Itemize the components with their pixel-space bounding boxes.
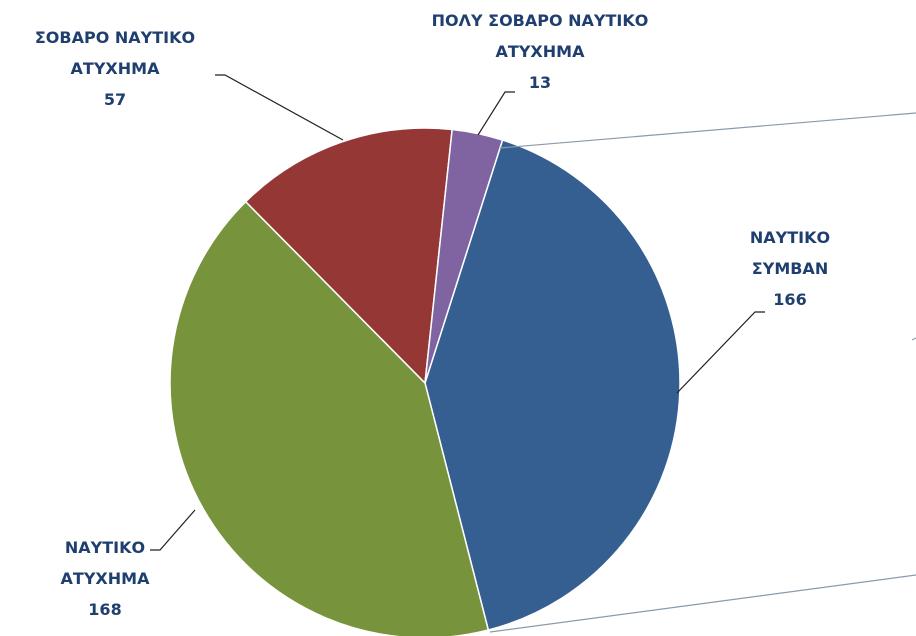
data-label: ΝΑΥΤΙΚΟ ΣΥΜΒΑΝ 166 bbox=[735, 222, 845, 315]
connector bbox=[489, 574, 916, 633]
data-label: ΝΑΥΤΙΚΟ ΑΤΥΧΗΜΑ 168 bbox=[50, 532, 160, 625]
connector-lines bbox=[489, 112, 916, 633]
label-name: ΝΑΥΤΙΚΟ ΣΥΜΒΑΝ bbox=[749, 228, 831, 278]
leader-line bbox=[150, 509, 196, 551]
leader-lines bbox=[150, 74, 765, 551]
connector bbox=[911, 337, 916, 341]
pie-slice bbox=[169, 200, 490, 636]
label-value: 168 bbox=[88, 600, 122, 619]
label-name: ΝΑΥΤΙΚΟ ΑΤΥΧΗΜΑ bbox=[60, 538, 150, 588]
label-value: 166 bbox=[773, 290, 807, 309]
data-label: ΣΟΒΑΡΟ ΝΑΥΤΙΚΟ ΑΤΥΧΗΜΑ 57 bbox=[15, 22, 215, 115]
leader-line bbox=[676, 311, 765, 394]
leader-line bbox=[215, 74, 344, 141]
label-value: 13 bbox=[528, 73, 552, 92]
pie-slice bbox=[424, 128, 504, 384]
label-name: ΣΟΒΑΡΟ ΝΑΥΤΙΚΟ ΑΤΥΧΗΜΑ bbox=[34, 28, 196, 78]
label-value: 57 bbox=[103, 90, 127, 109]
pie-slice bbox=[244, 127, 453, 385]
label-name: ΠΟΛΥ ΣΟΒΑΡΟ ΝΑΥΤΙΚΟ ΑΤΥΧΗΜΑ bbox=[431, 11, 649, 61]
data-label: ΠΟΛΥ ΣΟΒΑΡΟ ΝΑΥΤΙΚΟ ΑΤΥΧΗΜΑ 13 bbox=[430, 5, 650, 98]
connector bbox=[499, 112, 916, 149]
leader-line bbox=[477, 91, 515, 136]
